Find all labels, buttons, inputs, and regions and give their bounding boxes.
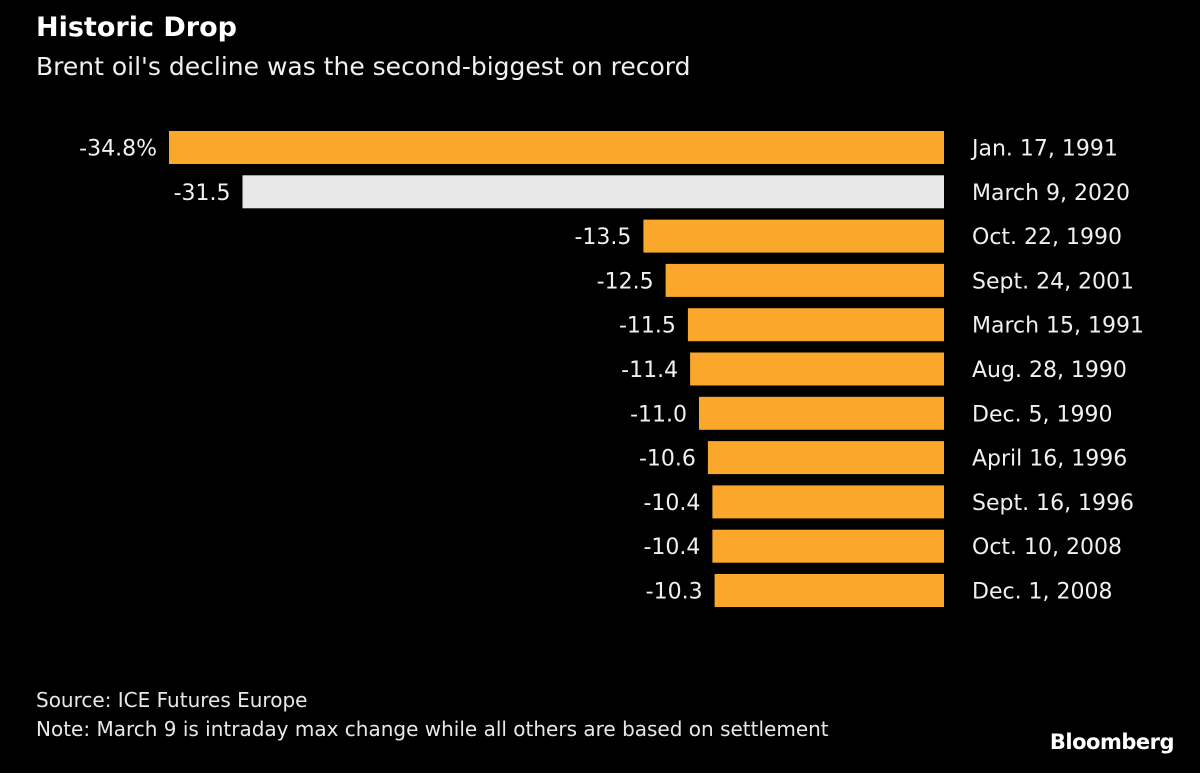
footnote: Note: March 9 is intraday max change whi…: [36, 717, 829, 741]
value-label-8: -10.4: [643, 491, 700, 516]
category-label-2: Oct. 22, 1990: [972, 225, 1122, 250]
source-note: Source: ICE Futures Europe: [36, 688, 308, 712]
bar-4: [687, 308, 944, 342]
category-label-7: April 16, 1996: [972, 447, 1127, 472]
bar-5: [690, 352, 944, 386]
bar-0: [169, 131, 944, 164]
value-label-7: -10.6: [639, 447, 696, 472]
category-label-4: March 15, 1991: [972, 314, 1144, 339]
value-label-4: -11.5: [619, 314, 676, 339]
bar-6: [699, 396, 944, 430]
chart-subtitle: Brent oil's decline was the second-bigge…: [36, 52, 691, 81]
category-label-9: Oct. 10, 2008: [972, 535, 1122, 560]
category-label-6: Dec. 5, 1990: [972, 402, 1113, 427]
value-label-1: -31.5: [174, 181, 231, 206]
value-label-2: -13.5: [574, 225, 631, 250]
category-label-5: Aug. 28, 1990: [972, 358, 1127, 383]
category-label-8: Sept. 16, 1996: [972, 491, 1134, 516]
category-label-0: Jan. 17, 1991: [970, 137, 1118, 162]
category-label-3: Sept. 24, 2001: [972, 269, 1134, 294]
bar-1: [242, 175, 944, 209]
bar-2: [643, 219, 944, 253]
value-label-3: -12.5: [597, 269, 654, 294]
value-label-6: -11.0: [630, 402, 687, 427]
value-label-9: -10.4: [643, 535, 700, 560]
bar-7: [707, 441, 944, 475]
value-label-10: -10.3: [646, 580, 703, 605]
bar-9: [712, 529, 944, 563]
category-label-10: Dec. 1, 2008: [972, 580, 1113, 605]
chart-title: Historic Drop: [36, 12, 237, 43]
bar-3: [665, 263, 944, 297]
value-label-5: -11.4: [621, 358, 678, 383]
bar-8: [712, 485, 944, 519]
value-label-0: -34.8%: [79, 137, 157, 162]
bar-10: [714, 574, 944, 607]
bloomberg-logo: Bloomberg: [1049, 730, 1175, 754]
category-label-1: March 9, 2020: [972, 181, 1130, 206]
